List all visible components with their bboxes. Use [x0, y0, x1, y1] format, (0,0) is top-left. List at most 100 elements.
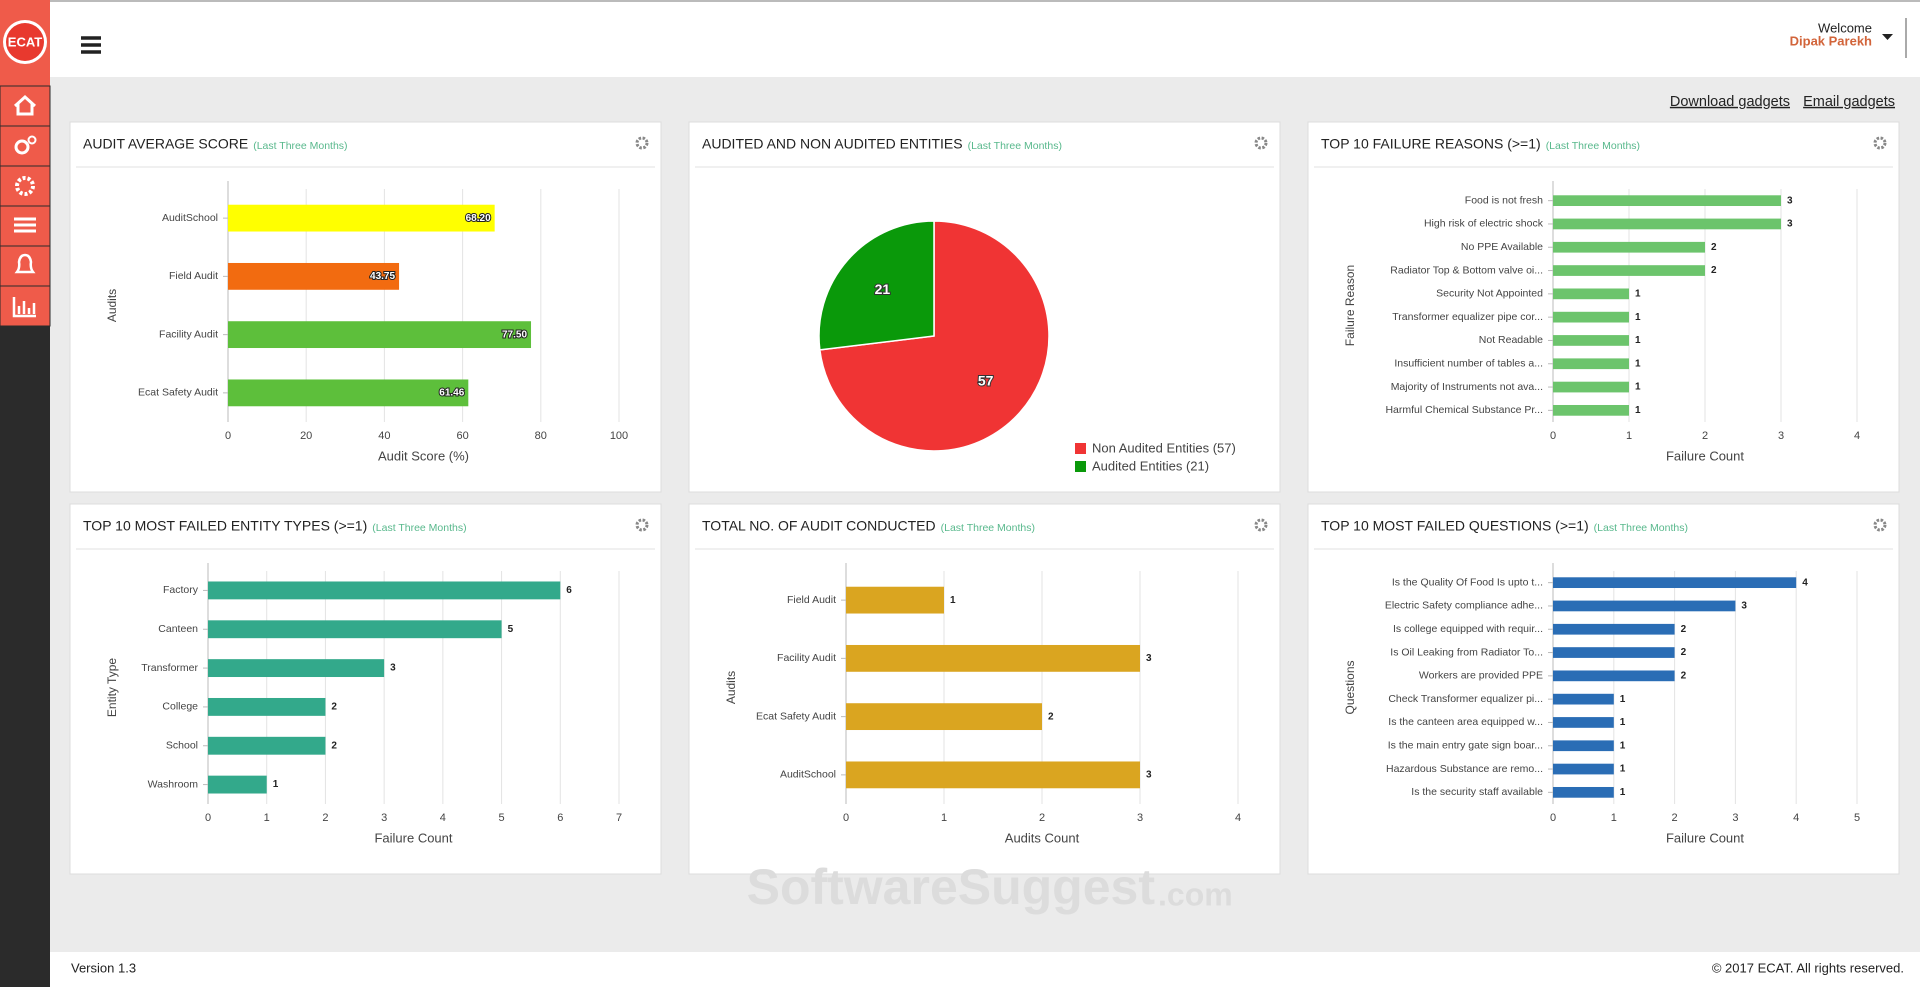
- user-dropdown[interactable]: [1882, 34, 1893, 40]
- bar[interactable]: [846, 586, 944, 614]
- x-tick-label: 3: [1137, 812, 1143, 824]
- legend-label[interactable]: Audited Entities (21): [1092, 458, 1209, 473]
- x-tick-label: 0: [225, 430, 231, 442]
- bar[interactable]: [1553, 623, 1675, 635]
- bar[interactable]: [228, 262, 400, 290]
- logo: ECAT: [8, 34, 42, 49]
- widget-settings[interactable]: [1873, 518, 1887, 532]
- bar[interactable]: [228, 379, 469, 407]
- y-tick-label: Transformer equalizer pipe cor...: [1392, 311, 1543, 323]
- bar[interactable]: [228, 321, 532, 349]
- bar[interactable]: [1553, 600, 1736, 612]
- bar[interactable]: [846, 644, 1140, 672]
- widget-subtitle: (Last Three Months): [1594, 522, 1688, 534]
- bar[interactable]: [1553, 265, 1705, 276]
- download-gadgets[interactable]: Download gadgets: [1670, 94, 1790, 110]
- bar[interactable]: [208, 620, 502, 639]
- bar[interactable]: [208, 736, 326, 755]
- widget-settings[interactable]: [1254, 518, 1268, 532]
- y-tick-label: Check Transformer equalizer pi...: [1388, 693, 1543, 705]
- bar[interactable]: [1553, 717, 1614, 728]
- bar[interactable]: [1553, 786, 1614, 798]
- widget-settings[interactable]: [1873, 136, 1887, 150]
- bar[interactable]: [228, 204, 495, 232]
- bar[interactable]: [208, 659, 385, 678]
- bar[interactable]: [1553, 381, 1629, 393]
- data-label: 57: [978, 372, 994, 388]
- logo-badge: [6, 23, 44, 61]
- bar[interactable]: [1553, 288, 1629, 300]
- bar[interactable]: [1553, 404, 1629, 416]
- menu-alerts[interactable]: [0, 245, 51, 287]
- x-tick-label: 4: [1235, 812, 1241, 824]
- menu-settings[interactable]: [0, 165, 51, 207]
- bar[interactable]: [1553, 693, 1614, 705]
- bar[interactable]: [1553, 335, 1629, 346]
- x-tick-label: 1: [264, 812, 270, 824]
- bar[interactable]: [1553, 218, 1781, 230]
- widget: TOP 10 FAILURE REASONS (>=1) (Last Three …: [1307, 121, 1900, 493]
- data-label: 1: [1620, 694, 1626, 705]
- menu-home[interactable]: [0, 85, 51, 127]
- bar[interactable]: [1553, 311, 1629, 323]
- widget-settings[interactable]: [635, 518, 649, 532]
- x-tick-label: 60: [456, 430, 468, 442]
- bar[interactable]: [1553, 670, 1675, 682]
- data-label: 2: [1681, 624, 1687, 635]
- widget-panel: [69, 121, 662, 493]
- topbar: [50, 0, 1920, 77]
- bar[interactable]: [846, 703, 1042, 731]
- menu-configure[interactable]: [0, 125, 51, 167]
- x-tick-label: 40: [378, 430, 390, 442]
- y-tick-label: Facility Audit: [777, 652, 836, 664]
- data-label: 4: [1802, 577, 1808, 588]
- menu-toggle[interactable]: [81, 36, 101, 54]
- y-axis-label: Audits: [105, 289, 119, 322]
- y-tick-label: Hazardous Substance are remo...: [1386, 763, 1543, 775]
- bar[interactable]: [1553, 195, 1781, 207]
- widget-settings[interactable]: [1254, 136, 1268, 150]
- y-tick-label: Not Readable: [1479, 334, 1543, 346]
- pie-slice[interactable]: [818, 220, 935, 351]
- y-tick-label: School: [166, 740, 198, 752]
- bar[interactable]: [1553, 358, 1629, 370]
- bar[interactable]: [1553, 647, 1675, 658]
- widget-title: TOP 10 MOST FAILED ENTITY TYPES (>=1): [83, 518, 367, 534]
- widget-title: AUDITED AND NON AUDITED ENTITIES: [702, 136, 963, 152]
- x-tick-label: 2: [322, 812, 328, 824]
- user-name[interactable]: Dipak Parekh: [1790, 33, 1872, 48]
- widget: AUDIT AVERAGE SCORE (Last Three Months) 0 2…: [69, 121, 662, 493]
- bar[interactable]: [208, 581, 561, 600]
- bar[interactable]: [208, 697, 326, 716]
- data-label: 43.75: [370, 271, 395, 282]
- x-tick-label: 1: [941, 812, 947, 824]
- x-tick-label: 4: [1854, 430, 1860, 442]
- footer: [50, 952, 1920, 987]
- bar[interactable]: [1553, 763, 1614, 775]
- bar[interactable]: [846, 761, 1140, 789]
- bar[interactable]: [1553, 577, 1797, 589]
- top-border: [0, 0, 1920, 2]
- widget-panel: [1307, 503, 1900, 875]
- y-axis-label: Entity Type: [105, 658, 119, 717]
- data-label: 1: [950, 595, 956, 606]
- bar[interactable]: [1553, 740, 1614, 752]
- data-label: 6: [566, 585, 572, 596]
- x-tick-label: 0: [843, 812, 849, 824]
- bar[interactable]: [1553, 241, 1705, 253]
- y-tick-label: Is college equipped with requir...: [1393, 623, 1543, 635]
- x-tick-label: 5: [499, 812, 505, 824]
- bar[interactable]: [208, 775, 267, 794]
- x-tick-label: 20: [300, 430, 312, 442]
- email-gadgets[interactable]: Email gadgets: [1803, 94, 1895, 110]
- y-tick-label: College: [162, 701, 198, 713]
- legend-label[interactable]: Non Audited Entities (57): [1092, 440, 1236, 455]
- data-label: 1: [1635, 288, 1641, 299]
- widget-settings[interactable]: [635, 136, 649, 150]
- welcome: Welcome: [1818, 20, 1872, 35]
- widget: AUDITED AND NON AUDITED ENTITIES (Last Th…: [688, 121, 1281, 493]
- x-axis-label: Failure Count: [1666, 830, 1744, 845]
- y-tick-label: Workers are provided PPE: [1419, 670, 1543, 682]
- data-label: 1: [1635, 358, 1641, 369]
